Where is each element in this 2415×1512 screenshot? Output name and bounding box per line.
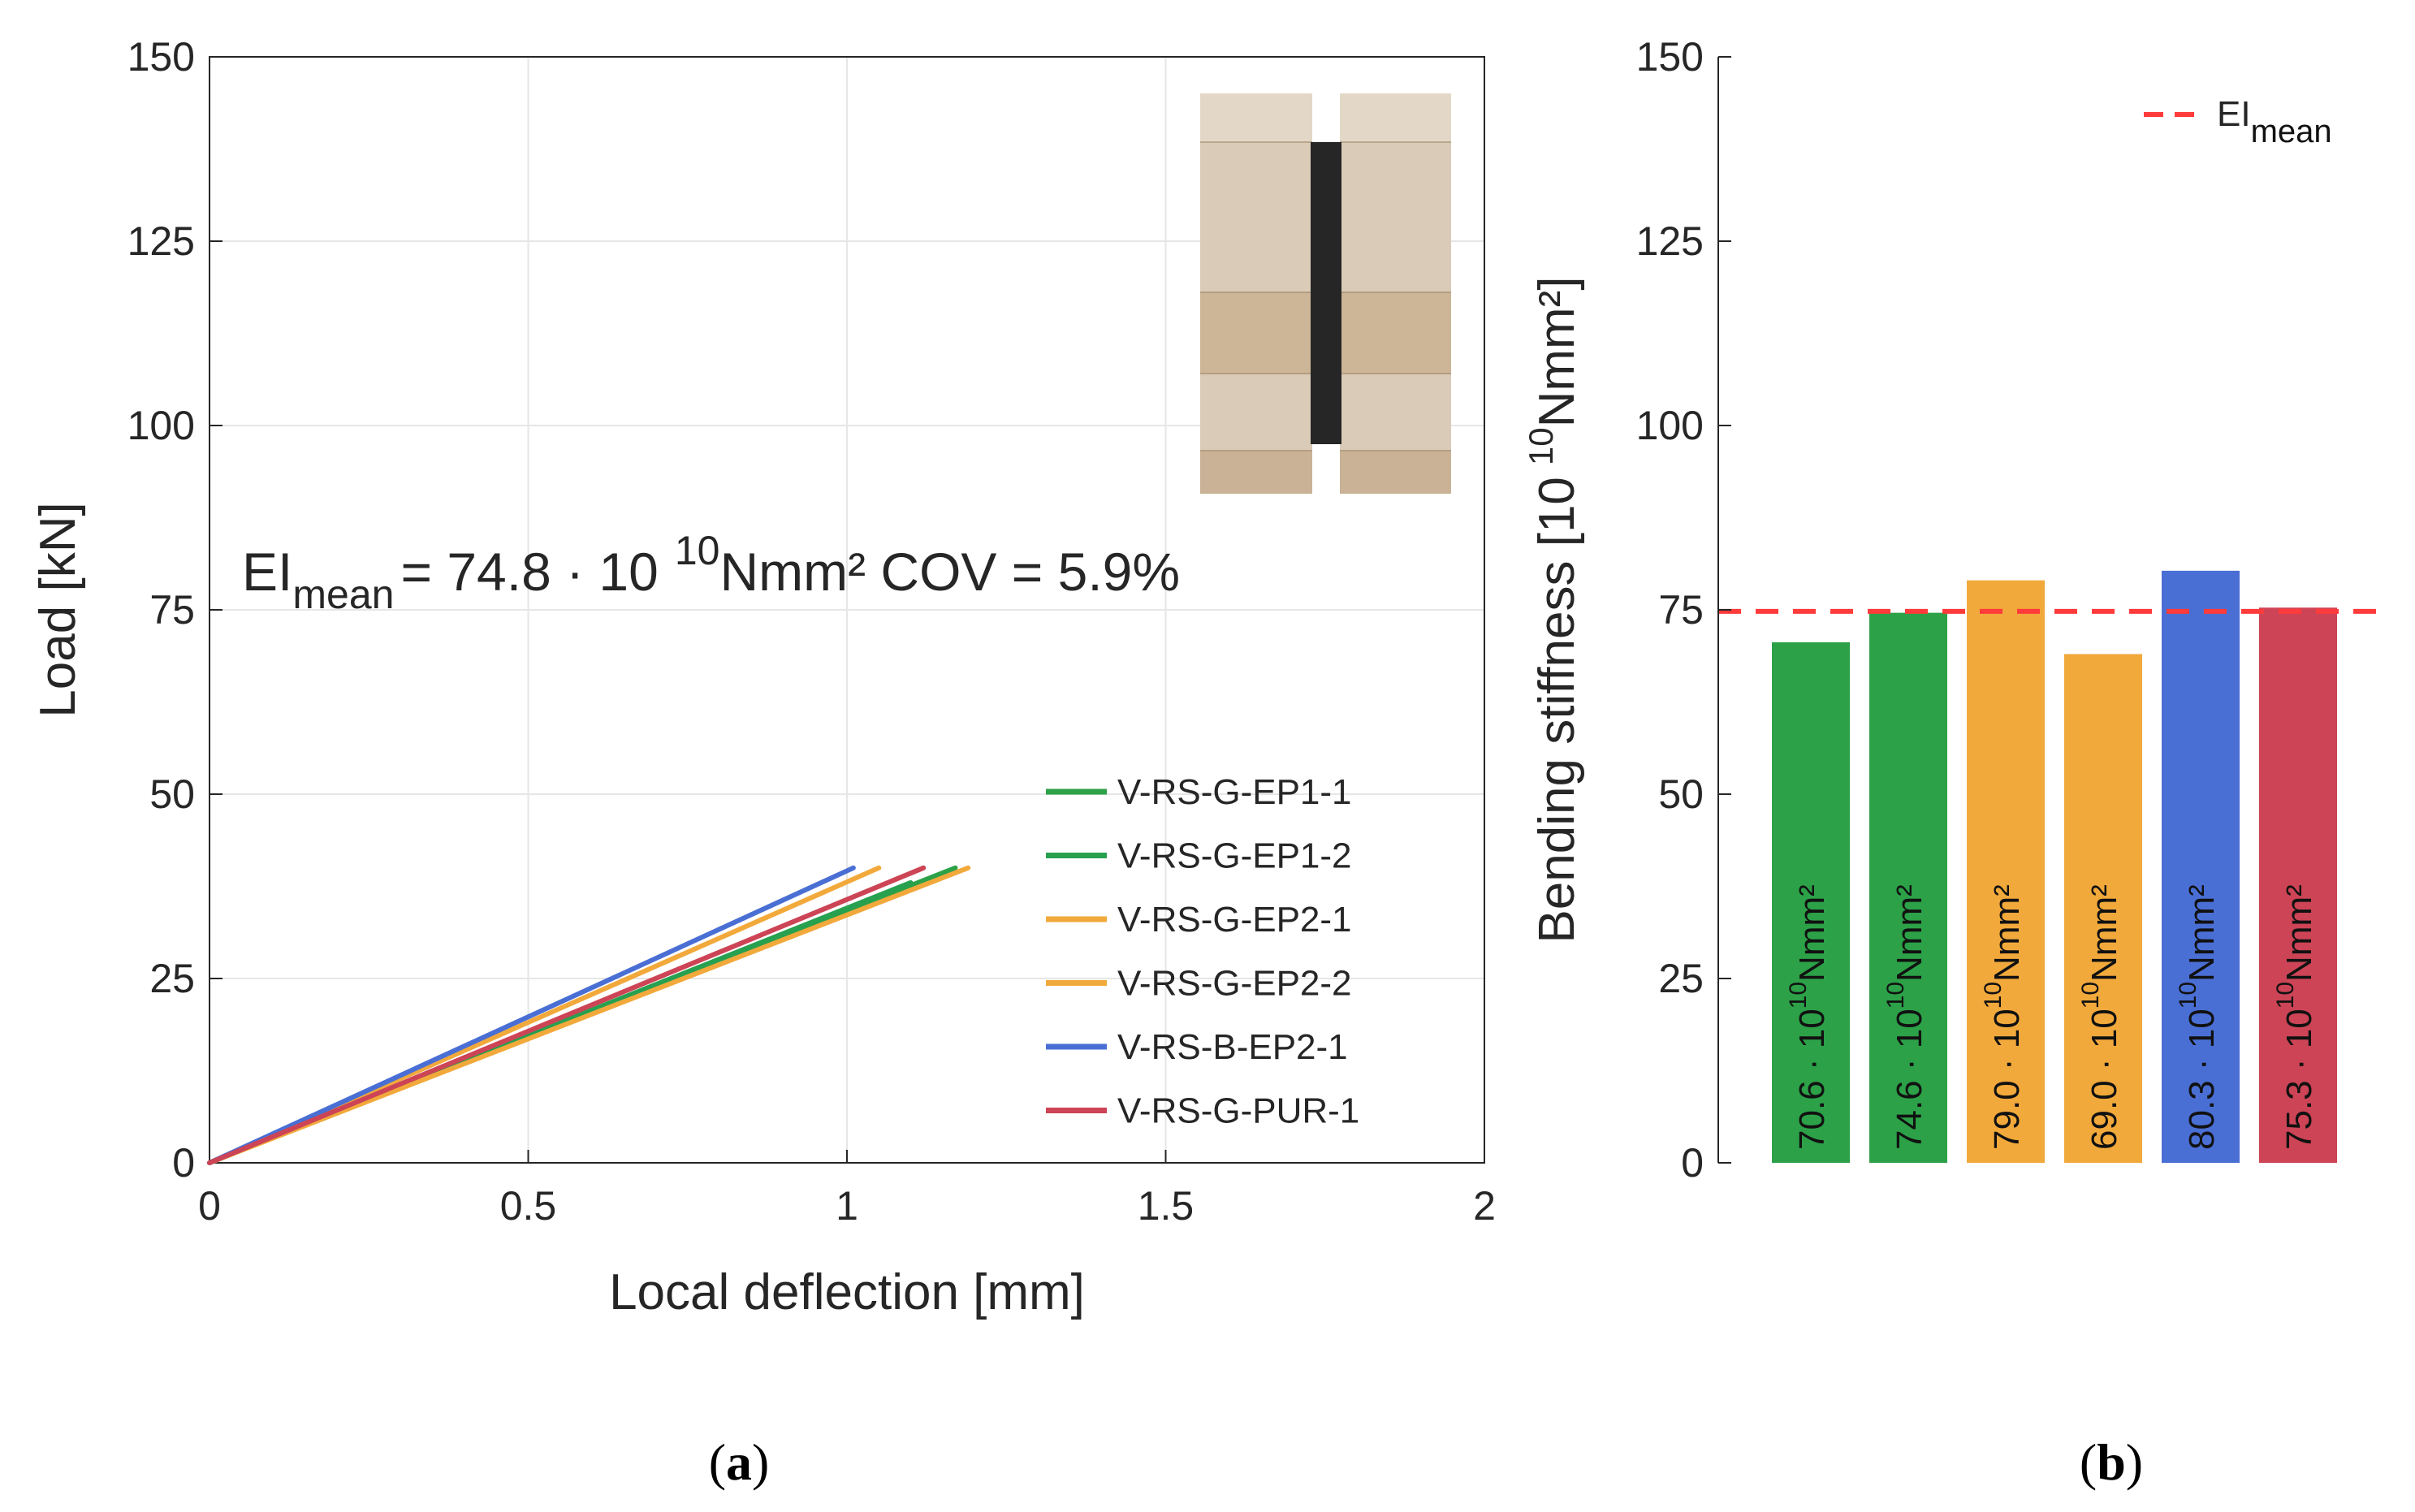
y-tick-label: 125 xyxy=(127,218,195,264)
y-tick-label: 150 xyxy=(1636,34,1704,80)
bar-value-label: 80.3 · 1010Nmm² xyxy=(2175,884,2222,1150)
x-tick-label: 2 xyxy=(1473,1183,1496,1229)
y-tick-label: 50 xyxy=(149,771,195,817)
panel-a-y-tick-labels: 0 25 50 75 100 125 150 xyxy=(127,34,222,1186)
x-tick-label: 0.5 xyxy=(500,1183,557,1229)
y-tick-label: 75 xyxy=(149,587,195,633)
bar-value-text: 79.0 · 10 xyxy=(1987,1009,2027,1150)
bar-value-exponent: 10 xyxy=(1980,982,2007,1009)
panel-a-ei-annotation: EImean = 74.8 · 10 10Nmm² COV = 5.9% xyxy=(242,528,1180,617)
bar-value-exponent: 10 xyxy=(2272,982,2299,1009)
series-line-V-RS-G-PUR-1 xyxy=(207,865,927,1165)
panel-a-x-tick-labels: 0 0.5 1 1.5 2 xyxy=(198,1150,1496,1229)
panel-a-legend: V-RS-G-EP1-1 V-RS-G-EP1-2 V-RS-G-EP2-1 V-RS… xyxy=(1046,772,1359,1131)
bar-value-exponent: 10 xyxy=(1882,982,1909,1009)
legend-label: V-RS-B-EP2-1 xyxy=(1117,1027,1348,1067)
series-line-V-RS-B-EP2-1 xyxy=(207,865,856,1165)
panel-a-y-axis-title: Load [kN] xyxy=(30,502,86,717)
y-tick-label: 50 xyxy=(1658,771,1704,817)
panel-b-label: (b) xyxy=(2080,1433,2143,1491)
annotation-tail: Nmm² COV = 5.9% xyxy=(719,542,1180,602)
bar-value-unit: Nmm² xyxy=(2182,884,2222,982)
ylabel-exponent: 10 xyxy=(1522,427,1560,465)
bar xyxy=(2064,654,2142,1163)
legend-ei-subscript: mean xyxy=(2251,114,2332,149)
panel-a-x-axis-title: Local deflection [mm] xyxy=(609,1264,1085,1320)
bar-value-exponent: 10 xyxy=(1785,982,1812,1009)
bar-value-text: 74.6 · 10 xyxy=(1890,1009,1929,1150)
annotation-ei: EI xyxy=(242,542,292,602)
panel-b-legend: EImean xyxy=(2144,94,2332,149)
bar-value-label: 70.6 · 1010Nmm² xyxy=(1785,884,1832,1150)
y-tick-label: 100 xyxy=(1636,403,1704,448)
annotation-mid: = 74.8 · 10 xyxy=(400,542,658,602)
panel-a-series xyxy=(207,865,971,1165)
bar xyxy=(1869,612,1947,1163)
bar-value-exponent: 10 xyxy=(2077,982,2104,1009)
y-tick-label: 25 xyxy=(1658,956,1704,1001)
y-tick-label: 0 xyxy=(1681,1140,1704,1186)
ylabel-main: Bending stiffness [10 xyxy=(1529,477,1585,943)
bar-value-text: 80.3 · 10 xyxy=(2182,1009,2222,1150)
bar-value-unit: Nmm² xyxy=(2085,884,2124,982)
bar xyxy=(1967,580,2045,1163)
legend-label: V-RS-G-EP2-2 xyxy=(1117,964,1352,1004)
panel-a-label: (a) xyxy=(709,1433,770,1491)
bar-value-text: 75.3 · 10 xyxy=(2279,1009,2319,1150)
bar-value-text: 69.0 · 10 xyxy=(2085,1009,2124,1150)
y-tick-label: 75 xyxy=(1658,587,1704,633)
bar-value-label: 79.0 · 1010Nmm² xyxy=(1980,884,2027,1150)
y-tick-label: 25 xyxy=(149,956,195,1001)
bar-value-unit: Nmm² xyxy=(2279,884,2319,982)
y-tick-label: 125 xyxy=(1636,218,1704,264)
specimen-photo-inset xyxy=(1200,93,1451,494)
y-tick-label: 100 xyxy=(127,403,195,448)
x-tick-label: 1 xyxy=(836,1183,858,1229)
bar-value-exponent: 10 xyxy=(2175,982,2201,1009)
bar xyxy=(2162,570,2240,1163)
bar-value-label: 75.3 · 1010Nmm² xyxy=(2272,884,2319,1150)
x-tick-label: 1.5 xyxy=(1138,1183,1195,1229)
legend-label: V-RS-G-EP1-1 xyxy=(1117,772,1352,812)
bar-value-unit: Nmm² xyxy=(1987,884,2027,982)
bar xyxy=(2259,607,2337,1163)
bar-value-text: 70.6 · 10 xyxy=(1792,1009,1832,1150)
panel-a-line-chart: 0 0.5 1 1.5 2 0 25 50 75 100 125 150 EImean = 74.8 … xyxy=(30,34,1496,1491)
legend-mean-label: EImean xyxy=(2217,94,2332,149)
y-tick-label: 150 xyxy=(127,34,195,80)
y-tick-label: 0 xyxy=(172,1140,195,1186)
ylabel-tail: Nmm²] xyxy=(1529,276,1585,427)
x-tick-label: 0 xyxy=(198,1183,221,1229)
annotation-ei-subscript: mean xyxy=(292,572,394,617)
panel-b-y-axis xyxy=(1717,56,1731,1164)
legend-label: V-RS-G-PUR-1 xyxy=(1117,1091,1359,1131)
annotation-exponent: 10 xyxy=(675,528,720,573)
bar xyxy=(1772,642,1850,1163)
legend-label: V-RS-G-EP1-2 xyxy=(1117,836,1352,876)
series-line-V-RS-G-EP2-2 xyxy=(207,865,971,1165)
bar-value-unit: Nmm² xyxy=(1792,884,1832,982)
panel-b-y-axis-title: Bending stiffness [10 10Nmm²] xyxy=(1522,276,1585,943)
bar-value-label: 69.0 · 1010Nmm² xyxy=(2077,884,2124,1150)
legend-ei: EI xyxy=(2217,94,2251,134)
bar-value-unit: Nmm² xyxy=(1890,884,1929,982)
legend-label: V-RS-G-EP2-1 xyxy=(1117,900,1352,940)
bar-value-label: 74.6 · 1010Nmm² xyxy=(1882,884,1929,1150)
adhesive-rod xyxy=(1311,142,1341,444)
panel-b-y-tick-labels: 0 25 50 75 100 125 150 xyxy=(1636,34,1704,1186)
